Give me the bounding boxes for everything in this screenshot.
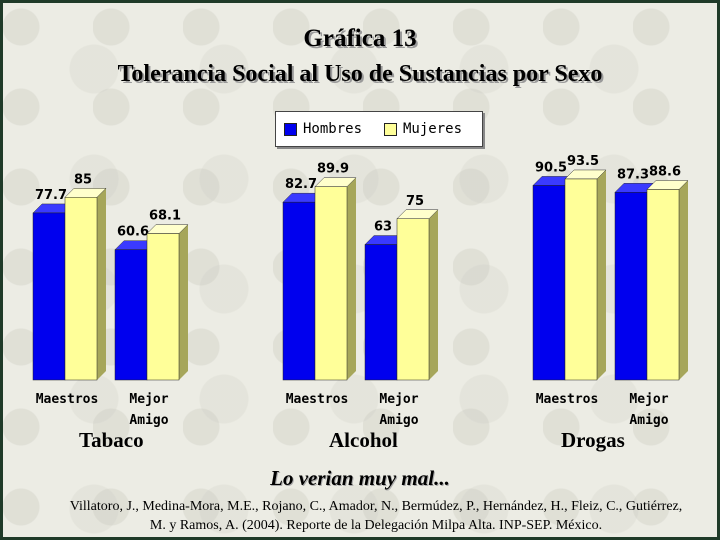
bar-drogas-mejor-amigo-mujeres	[646, 189, 680, 381]
footer-caption: Lo verian muy mal...	[270, 466, 450, 490]
bar-chart: 77.7 85 Maestros 60.668.1 Mejor Amigo 82.789.9…	[32, 154, 689, 428]
bar-alcohol-maestros-hombres	[282, 201, 316, 381]
data-label-drogas-mejor-amigo-hombres: 87.3	[617, 167, 649, 182]
data-label-tabaco-mejor-amigo-hombres: 60.6	[117, 225, 149, 240]
bar-side-alcohol-mejor-amigo-mujeres	[429, 209, 438, 380]
data-label-alcohol-mejor-amigo-hombres: 63	[374, 220, 392, 235]
legend-item-mujeres: Mujeres	[384, 121, 462, 137]
data-label-alcohol-maestros-mujeres: 89.9	[317, 162, 349, 177]
category-label-drogas-1-1: Amigo	[629, 413, 668, 428]
legend-swatch-mujeres	[384, 122, 397, 136]
category-label-tabaco-1-1: Amigo	[129, 413, 168, 428]
bar-drogas-maestros-hombres	[532, 185, 566, 381]
category-label-drogas-1-0: Mejor	[629, 392, 668, 407]
bar-side-tabaco-maestros-mujeres	[97, 188, 106, 380]
bar-alcohol-mejor-amigo-mujeres	[396, 218, 430, 381]
legend-item-hombres: Hombres	[284, 121, 362, 137]
category-label-alcohol-0-0: Maestros	[286, 392, 349, 407]
legend-swatch-hombres	[284, 122, 297, 136]
category-label-drogas-0-0: Maestros	[536, 392, 599, 407]
category-label-tabaco-0-0: Maestros	[36, 392, 99, 407]
data-label-tabaco-mejor-amigo-mujeres: 68.1	[149, 209, 181, 224]
bar-tabaco-maestros-hombres	[32, 212, 66, 381]
legend-label-hombres: Hombres	[303, 121, 363, 137]
data-label-alcohol-mejor-amigo-mujeres: 75	[406, 194, 424, 209]
bar-tabaco-mejor-amigo-hombres	[114, 249, 148, 381]
category-label-alcohol-1-0: Mejor	[379, 392, 418, 407]
bar-side-alcohol-maestros-mujeres	[347, 177, 356, 380]
data-label-tabaco-maestros-hombres: 77.7	[35, 188, 67, 203]
slide-title: Gráfica 13	[303, 25, 417, 52]
group-label-alcohol: Alcohol	[329, 428, 398, 452]
data-label-drogas-maestros-hombres: 90.5	[535, 160, 567, 175]
bar-drogas-mejor-amigo-hombres	[614, 192, 648, 381]
citation: Villatoro, J., Medina-Mora, M.E., Rojano…	[69, 499, 683, 533]
bar-alcohol-maestros-mujeres	[314, 186, 348, 381]
bar-side-drogas-mejor-amigo-mujeres	[679, 180, 688, 380]
chart-title: Tolerancia Social al Uso de Sustancias p…	[117, 61, 603, 87]
bar-side-drogas-maestros-mujeres	[597, 169, 606, 380]
chart-legend: Hombres Mujeres	[275, 111, 483, 147]
data-label-drogas-maestros-mujeres: 93.5	[567, 154, 599, 169]
group-label-drogas: Drogas	[561, 428, 625, 452]
data-label-tabaco-maestros-mujeres: 85	[74, 172, 92, 187]
slide: Gráfica 13 Tolerancia Social al Uso de S…	[3, 3, 717, 537]
legend-label-mujeres: Mujeres	[403, 121, 463, 137]
group-label-tabaco: Tabaco	[79, 428, 144, 452]
bar-alcohol-mejor-amigo-hombres	[364, 244, 398, 381]
category-label-alcohol-1-1: Amigo	[379, 413, 418, 428]
category-label-tabaco-1-0: Mejor	[129, 392, 168, 407]
bar-tabaco-mejor-amigo-mujeres	[146, 233, 180, 381]
data-label-alcohol-maestros-hombres: 82.7	[285, 177, 317, 192]
bar-side-tabaco-mejor-amigo-mujeres	[179, 224, 188, 380]
bar-tabaco-maestros-mujeres	[64, 197, 98, 381]
data-label-drogas-mejor-amigo-mujeres: 88.6	[649, 165, 681, 180]
bar-drogas-maestros-mujeres	[564, 178, 598, 381]
